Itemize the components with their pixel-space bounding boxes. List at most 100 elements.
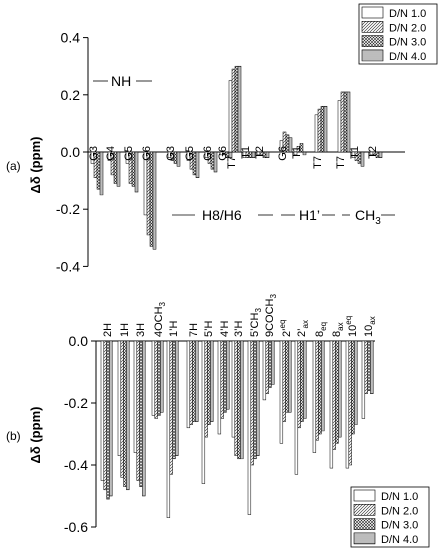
bar	[157, 340, 161, 416]
category-label: G3	[165, 146, 177, 161]
category-label: G6	[202, 146, 214, 161]
bar	[192, 340, 196, 422]
annotation-label: NH	[111, 73, 131, 89]
bar	[207, 340, 211, 425]
category-label: 4’H	[219, 320, 231, 337]
bar	[175, 340, 179, 456]
bar	[217, 340, 222, 435]
bar	[142, 340, 146, 497]
bar	[343, 91, 348, 153]
bar	[297, 340, 301, 429]
bar	[226, 340, 230, 410]
bar	[329, 340, 334, 469]
bar	[314, 114, 319, 153]
bar	[201, 340, 206, 484]
bar	[360, 151, 365, 167]
bar	[146, 151, 151, 236]
bar	[149, 151, 154, 247]
panel-label: (b)	[6, 429, 21, 443]
y-axis-label: Δδ (ppm)	[28, 137, 43, 194]
category-label: 7H	[188, 323, 200, 337]
category-label: 9COCH3	[264, 293, 278, 337]
category-label: G5	[184, 146, 196, 161]
bar	[346, 91, 351, 153]
bar	[364, 340, 368, 394]
legend-label: D/N 2.0	[389, 22, 426, 34]
bar	[160, 340, 164, 413]
bar	[253, 340, 257, 460]
bar	[152, 151, 157, 250]
bar	[213, 151, 218, 173]
bar	[210, 340, 214, 422]
bar	[237, 340, 241, 460]
bar	[317, 108, 322, 153]
bar	[285, 340, 289, 413]
category-label: 2H	[102, 323, 114, 337]
bar	[323, 105, 328, 153]
bar	[320, 105, 325, 153]
category-label: G6	[277, 146, 289, 161]
bar	[195, 151, 200, 178]
legend: D/N 1.0 D/N 2.0 D/N 3.0 D/N 4.0	[350, 486, 430, 548]
bar	[303, 340, 307, 419]
category-label: T2	[367, 146, 379, 159]
bar	[231, 68, 236, 153]
bar	[109, 340, 113, 497]
legend-label: D/N 3.0	[381, 520, 418, 532]
bar	[186, 340, 191, 429]
bar	[204, 340, 208, 438]
y-tick-label: -0.6	[64, 519, 88, 535]
chart-panel-b: 0.0 -0.2 -0.4 -0.6 Δδ (ppm) (b) 2H 1H 3H 4OCH31’H…	[6, 293, 430, 548]
category-label: 4OCH3	[153, 301, 167, 337]
bar	[166, 340, 171, 518]
legend-label: D/N 2.0	[381, 505, 418, 517]
bar	[265, 340, 269, 394]
bar	[354, 340, 358, 425]
bar	[348, 340, 352, 466]
category-label: 2’eq	[278, 320, 293, 337]
bar	[154, 340, 158, 419]
bar	[332, 340, 336, 450]
bar	[351, 340, 355, 435]
legend-swatch	[353, 518, 376, 530]
bar	[195, 340, 199, 422]
bar	[318, 340, 322, 435]
y-tick-label: 0.0	[61, 144, 81, 160]
legend-label: D/N 4.0	[381, 534, 418, 546]
bar	[117, 340, 122, 456]
bar	[134, 151, 139, 193]
bar	[133, 340, 138, 453]
annotation-label: H8/H6	[202, 207, 242, 223]
bar	[100, 340, 105, 481]
bar	[251, 151, 256, 158]
category-label: T7	[335, 156, 347, 169]
panel-label: (a)	[6, 159, 21, 173]
bar	[103, 340, 107, 491]
bar	[234, 340, 238, 456]
legend-label: D/N 3.0	[389, 37, 426, 49]
bar	[315, 340, 319, 441]
y-tick-label: -0.4	[56, 258, 80, 274]
bar	[237, 65, 242, 153]
category-label: 2’ax	[296, 320, 310, 337]
y-tick-label: 0.0	[69, 333, 89, 349]
legend-swatch	[361, 6, 384, 19]
category-label: T1	[349, 146, 361, 159]
y-tick-label: -0.2	[56, 201, 80, 217]
bar	[345, 340, 350, 469]
bar	[228, 80, 233, 153]
bar	[288, 340, 292, 413]
bar	[256, 340, 260, 456]
bar	[231, 340, 236, 438]
bar	[169, 340, 173, 475]
bar	[340, 91, 345, 153]
bar	[335, 340, 339, 444]
bar	[176, 151, 181, 167]
y-tick-label: -0.2	[64, 395, 88, 411]
bar	[370, 340, 374, 394]
bar	[302, 151, 307, 156]
bar	[189, 340, 193, 425]
category-label: 10ax	[363, 316, 377, 337]
category-label: G6	[217, 146, 229, 161]
